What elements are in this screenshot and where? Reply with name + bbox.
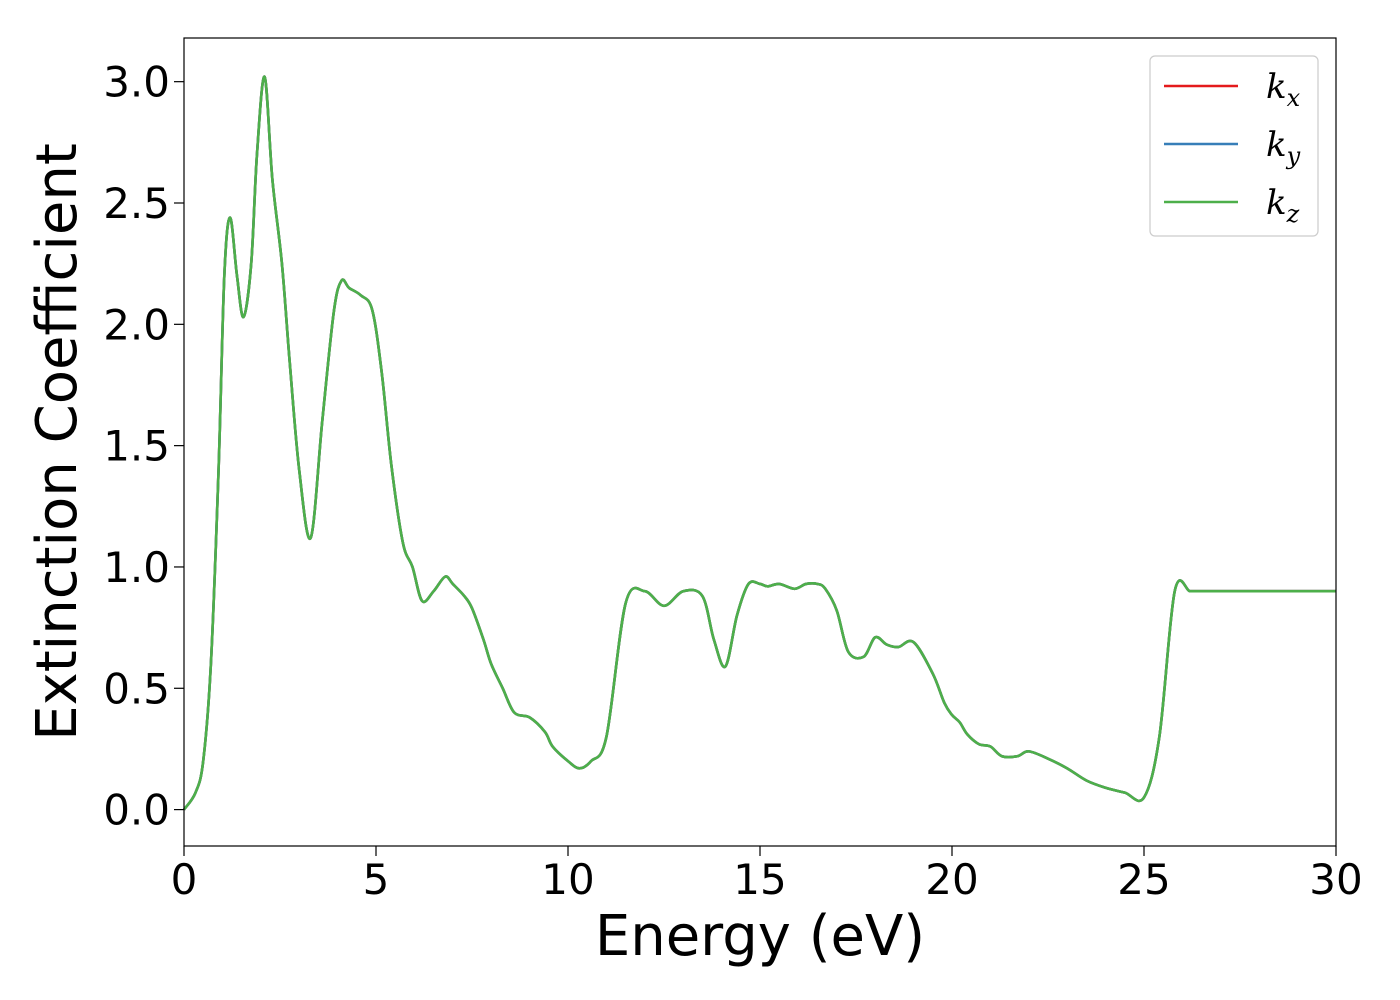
- plot-background: [184, 38, 1336, 846]
- x-axis: 0 5 10 15 20 25 30: [171, 846, 1363, 904]
- legend: kx ky kz: [1149, 55, 1319, 237]
- y-axis-title: Extinction Coefficient: [25, 143, 90, 741]
- y-tick-label: 3.0: [103, 58, 170, 107]
- y-tick-label: 2.5: [103, 179, 170, 228]
- legend-label-kx: kx: [1266, 67, 1301, 112]
- x-tick-label: 0: [171, 855, 198, 904]
- y-tick-label: 1.5: [103, 422, 170, 471]
- y-axis: 0.0 0.5 1.0 1.5 2.0 2.5 3.0: [103, 58, 184, 835]
- x-tick-label: 15: [733, 855, 786, 904]
- y-tick-label: 0.5: [103, 664, 170, 713]
- x-tick-label: 5: [363, 855, 390, 904]
- y-tick-label: 0.0: [103, 786, 170, 835]
- x-axis-title: Energy (eV): [595, 904, 925, 969]
- series-line-kz: [182, 75, 1336, 811]
- x-tick-label: 25: [1117, 855, 1170, 904]
- x-tick-label: 20: [925, 855, 978, 904]
- legend-label-ky: ky: [1266, 125, 1301, 170]
- series-layer: [182, 75, 1336, 811]
- x-tick-label: 30: [1309, 855, 1362, 904]
- x-tick-label: 10: [541, 855, 594, 904]
- legend-label-kz: kz: [1266, 183, 1300, 228]
- y-tick-label: 2.0: [103, 300, 170, 349]
- y-tick-label: 1.0: [103, 543, 170, 592]
- legend-box: [1149, 55, 1319, 237]
